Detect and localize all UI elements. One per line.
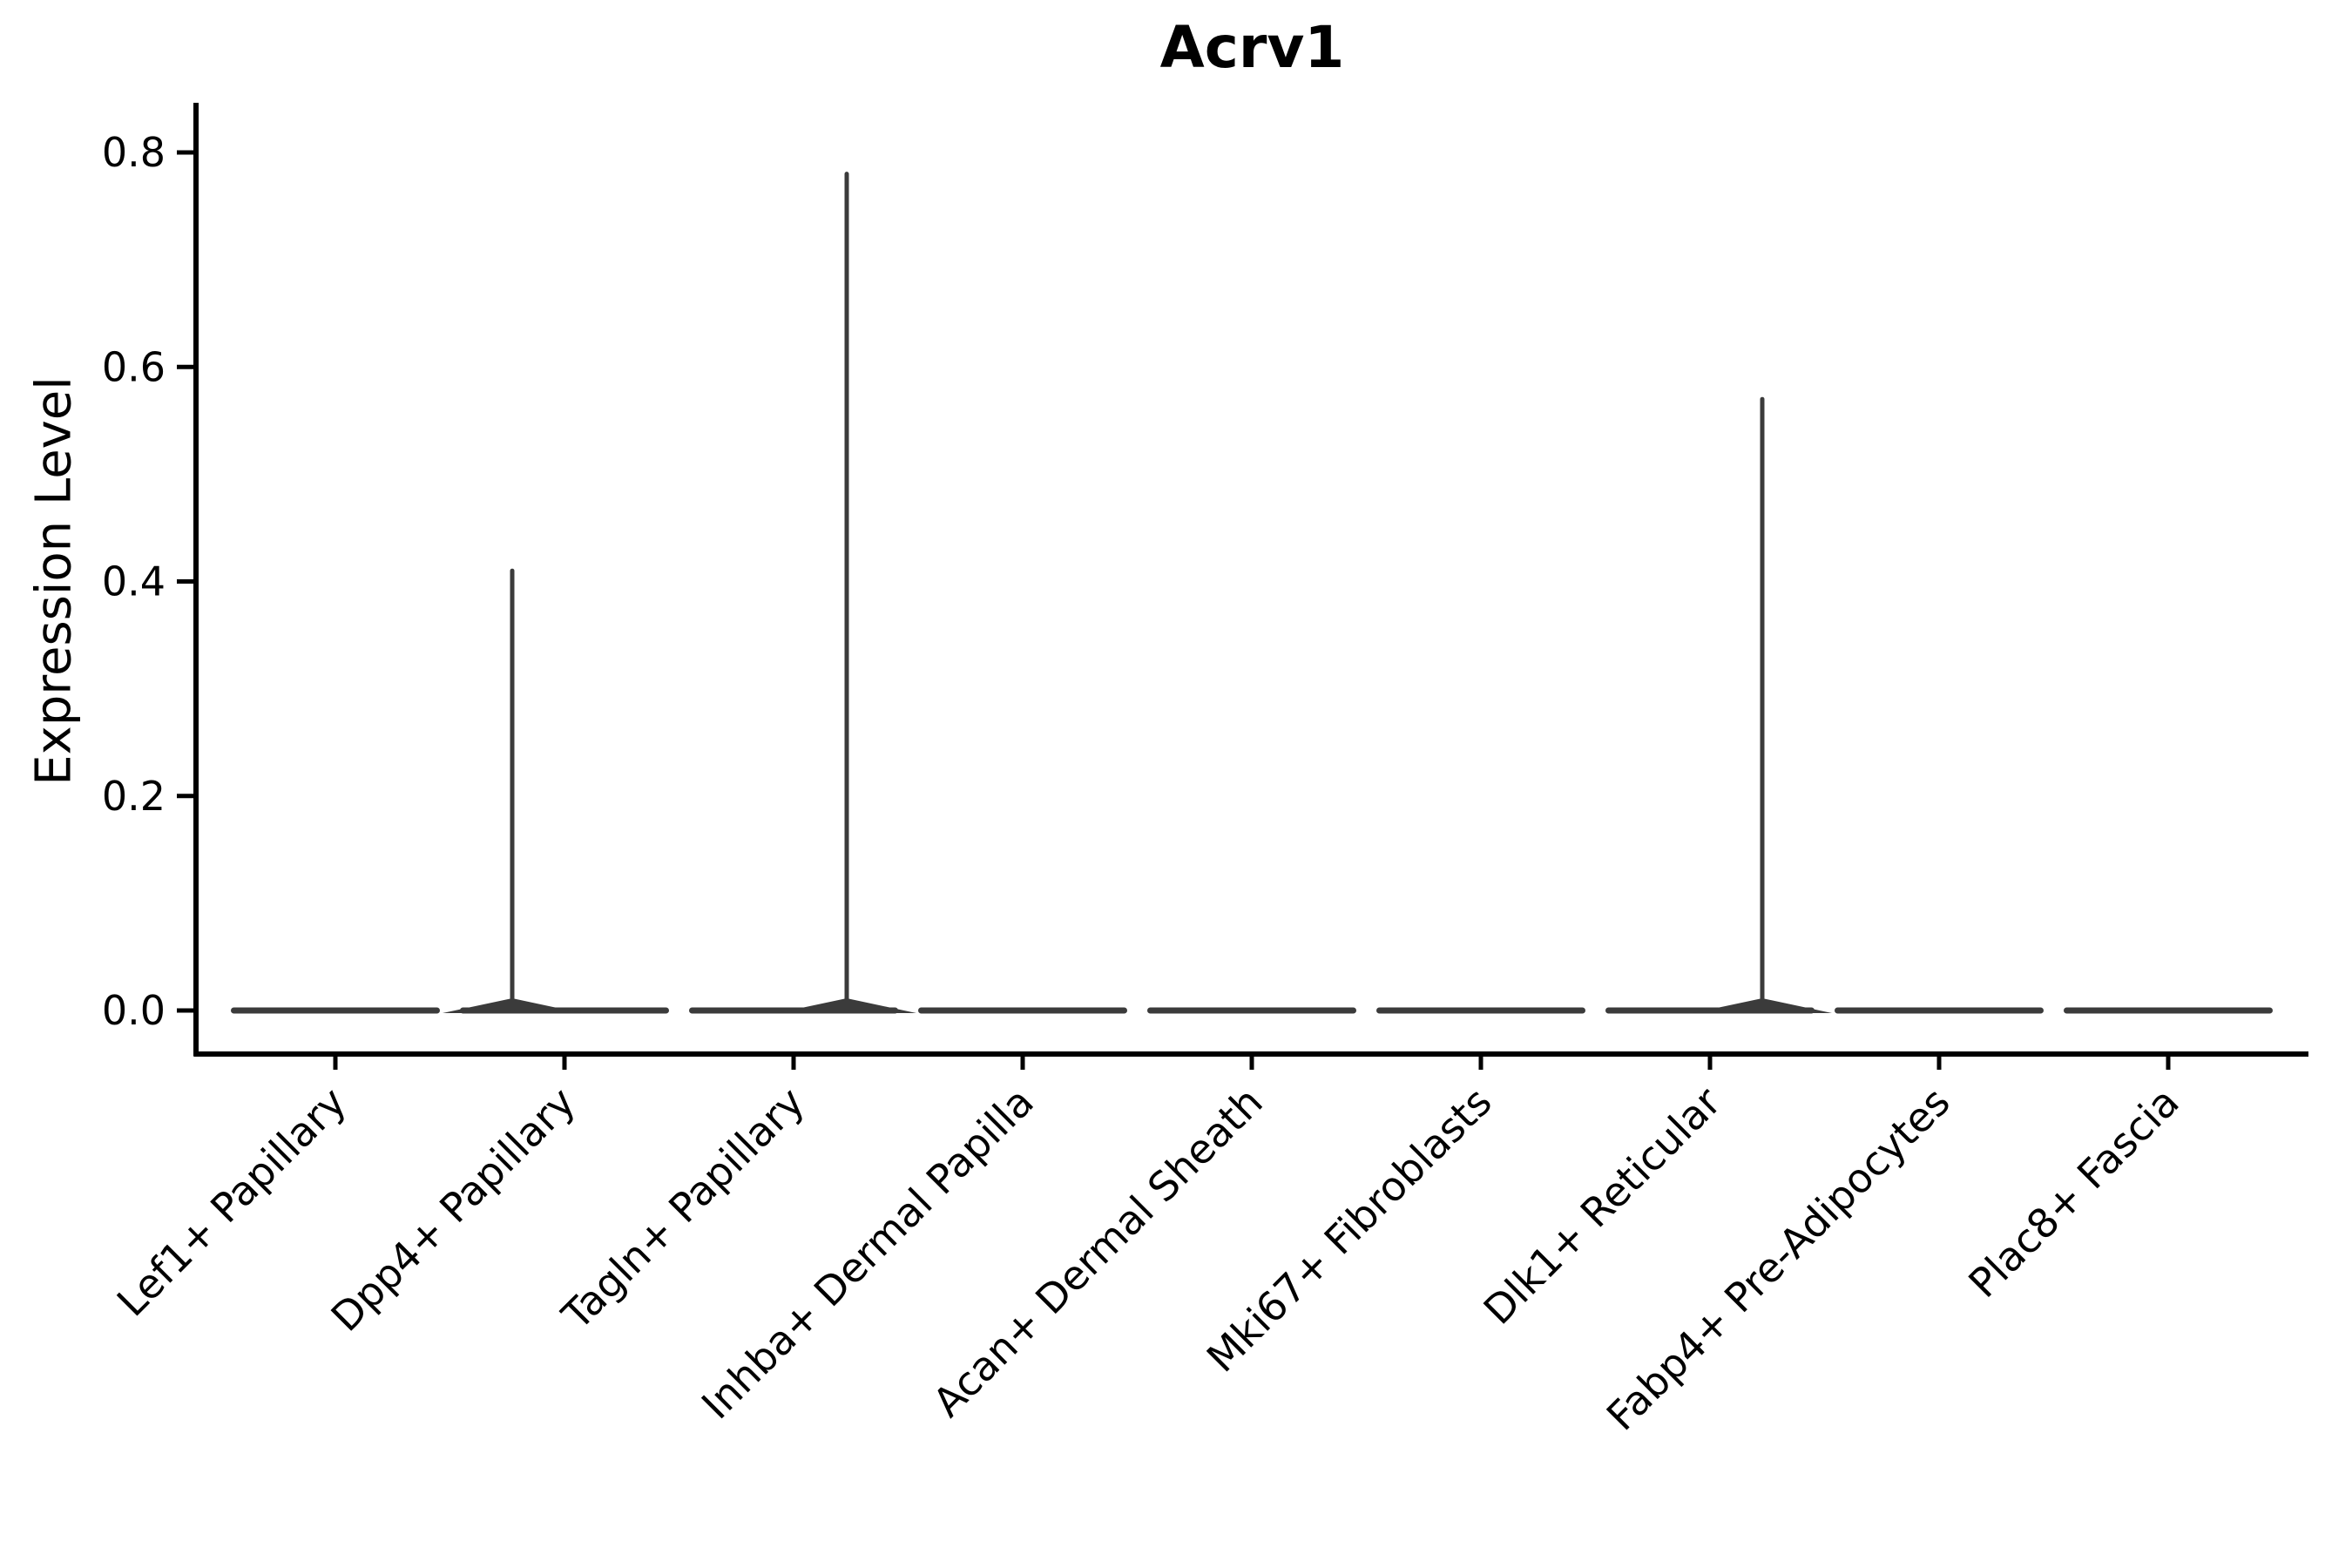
x-tick-label: Lef1+ Papillary <box>108 1078 355 1326</box>
violin-body <box>1147 1007 1356 1014</box>
y-tick-label: 0.0 <box>102 987 166 1034</box>
violin-body <box>2064 1007 2273 1014</box>
x-tick-label: Dlk1+ Reticular <box>1475 1078 1730 1334</box>
violin-body <box>1376 1007 1585 1014</box>
violin-body <box>918 1007 1127 1014</box>
x-tick-label: Plac8+ Fascia <box>1959 1078 2187 1307</box>
y-tick-label: 0.8 <box>102 129 166 176</box>
violin-body <box>231 1007 440 1014</box>
y-tick-label: 0.6 <box>102 343 166 390</box>
y-tick-label: 0.4 <box>102 558 166 605</box>
chart-title: Acrv1 <box>1159 14 1345 81</box>
x-tick-label: Tagln+ Papillary <box>552 1078 814 1340</box>
x-tick-label: Dpp4+ Papillary <box>322 1078 585 1341</box>
y-tick-label: 0.2 <box>102 773 166 820</box>
violin-body <box>1835 1007 2044 1014</box>
